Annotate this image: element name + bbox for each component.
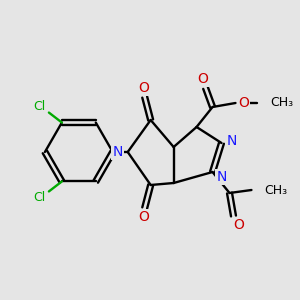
- Text: N: N: [226, 134, 237, 148]
- Text: CH₃: CH₃: [264, 184, 288, 196]
- Text: O: O: [238, 96, 249, 110]
- Text: Cl: Cl: [33, 191, 45, 204]
- Text: O: O: [233, 218, 244, 232]
- Text: Cl: Cl: [33, 100, 45, 113]
- Text: N: N: [216, 170, 227, 184]
- Text: N: N: [112, 145, 123, 159]
- Text: O: O: [197, 72, 208, 86]
- Text: O: O: [138, 210, 149, 224]
- Text: CH₃: CH₃: [270, 97, 293, 110]
- Text: O: O: [138, 81, 149, 95]
